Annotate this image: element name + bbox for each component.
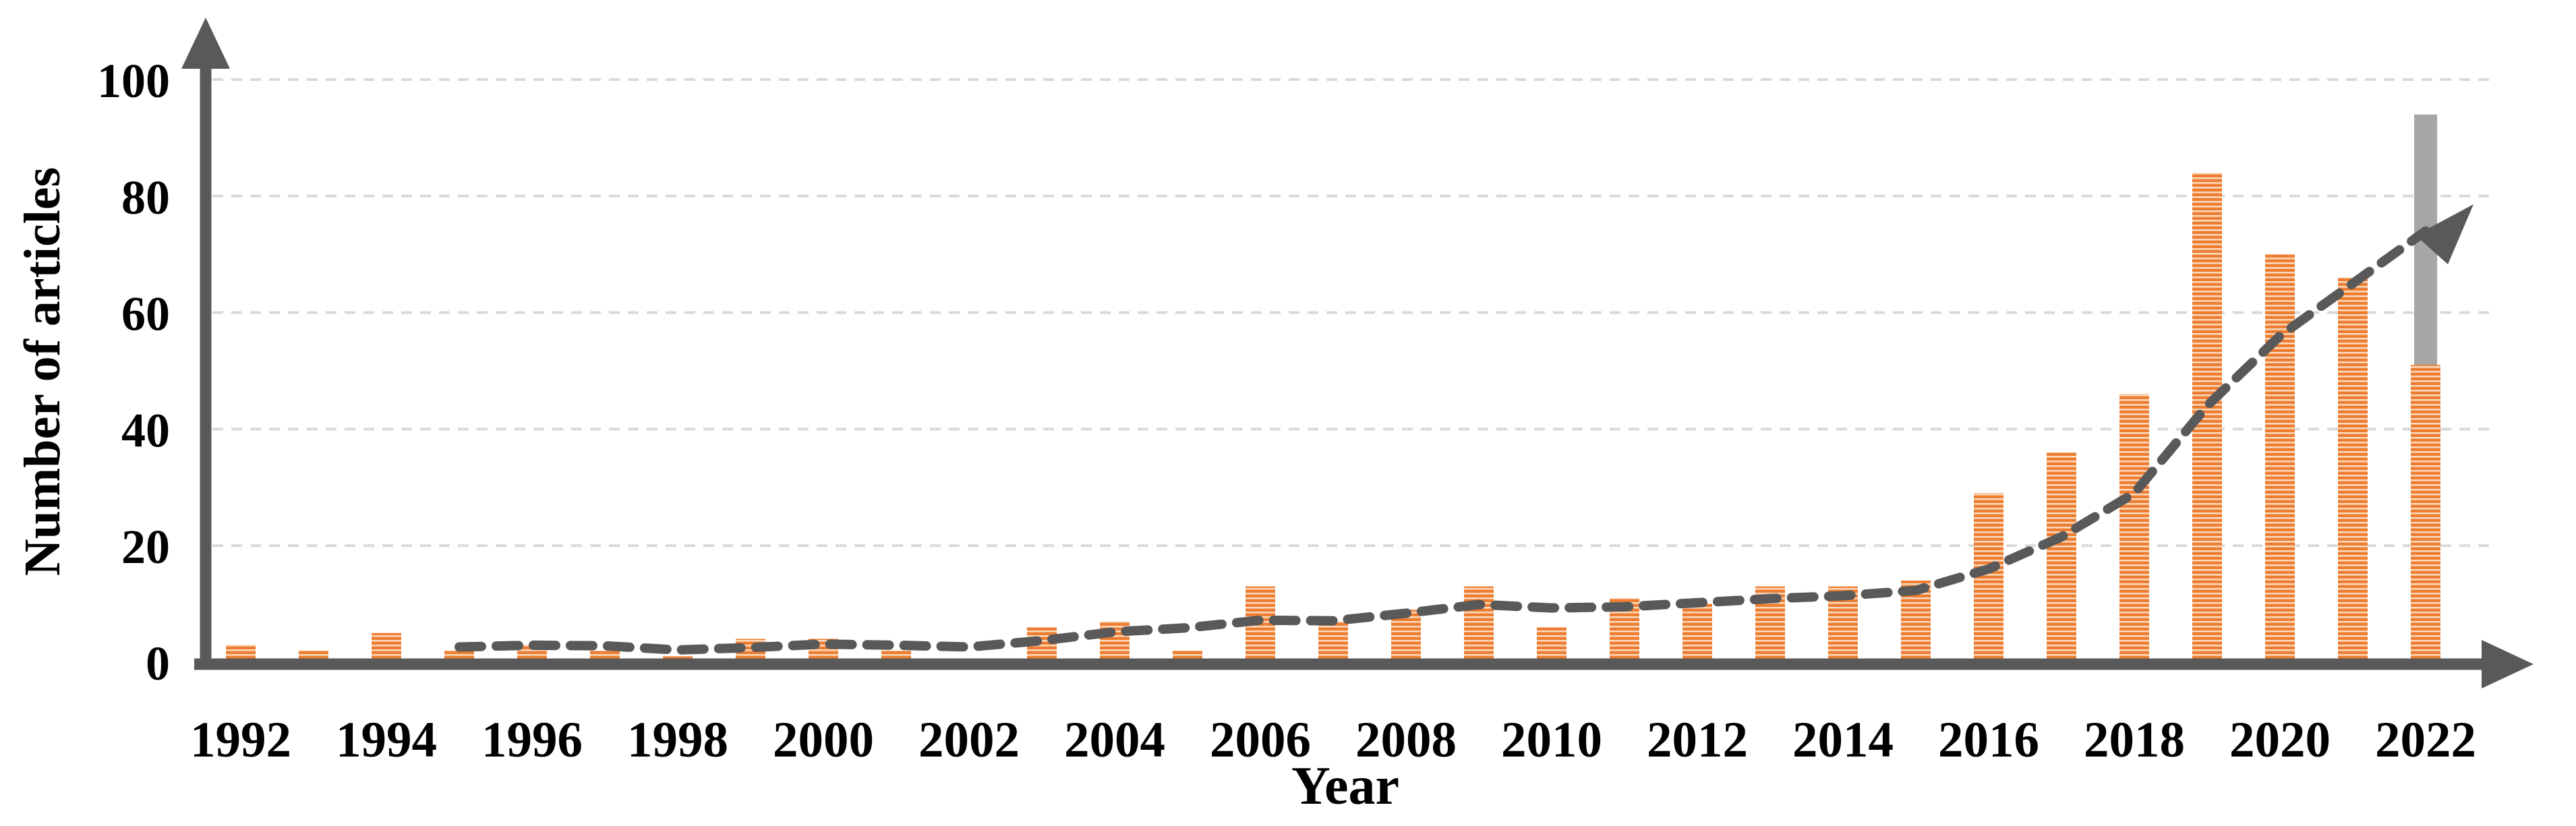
x-tick-label-1994: 1994 (336, 712, 437, 768)
x-tick-label-1998: 1998 (627, 712, 728, 768)
bar-2018 (2119, 394, 2149, 664)
y-tick-label-100: 100 (97, 54, 170, 108)
bar-2010 (1537, 627, 1567, 664)
trend-line (455, 204, 2473, 655)
x-tick-label-2022: 2022 (2375, 712, 2476, 768)
bar-2020 (2265, 254, 2295, 664)
trend-dashed-path (455, 226, 2438, 655)
x-tick-label-2004: 2004 (1064, 712, 1165, 768)
bar-2022 (2411, 365, 2440, 664)
y-tick-label-40: 40 (121, 403, 170, 457)
x-tick-label-2008: 2008 (1355, 712, 1457, 768)
x-tick-label-2014: 2014 (1792, 712, 1894, 768)
x-tick-label-2000: 2000 (773, 712, 874, 768)
bar-2021 (2338, 277, 2368, 664)
y-tick-label-20: 20 (121, 520, 170, 574)
x-axis-arrowhead-icon (2482, 640, 2534, 688)
x-tick-label-2020: 2020 (2229, 712, 2331, 768)
bar-2017 (2047, 452, 2076, 664)
x-tick-label-2010: 2010 (1501, 712, 1602, 768)
y-axis-arrowhead-icon (181, 18, 230, 69)
bar-2009 (1464, 586, 1494, 664)
y-tick-label-80: 80 (121, 171, 170, 225)
x-tick-label-2012: 2012 (1647, 712, 1748, 768)
trend-arrowhead-icon (2416, 204, 2473, 264)
bar-2007 (1318, 621, 1348, 664)
y-axis-title: Number of articles (14, 167, 71, 576)
bar-2012 (1682, 603, 1712, 664)
x-tick-label-1992: 1992 (190, 712, 291, 768)
bar-2016 (1974, 493, 2003, 664)
axes (181, 18, 2534, 688)
x-tick-label-2006: 2006 (1210, 712, 1311, 768)
x-tick-label-2016: 2016 (1938, 712, 2039, 768)
gridlines (212, 78, 2495, 548)
tick-labels: 0 20 40 60 80 100 1992 1994 1996 1998 2000 2002 2004… (97, 54, 2476, 768)
y-tick-label-60: 60 (121, 287, 170, 341)
x-tick-label-2002: 2002 (918, 712, 1020, 768)
y-tick-label-0: 0 (146, 637, 170, 690)
x-axis-title: Year (1291, 757, 1399, 816)
x-tick-label-1996: 1996 (481, 712, 583, 768)
x-tick-label-2018: 2018 (2084, 712, 2185, 768)
